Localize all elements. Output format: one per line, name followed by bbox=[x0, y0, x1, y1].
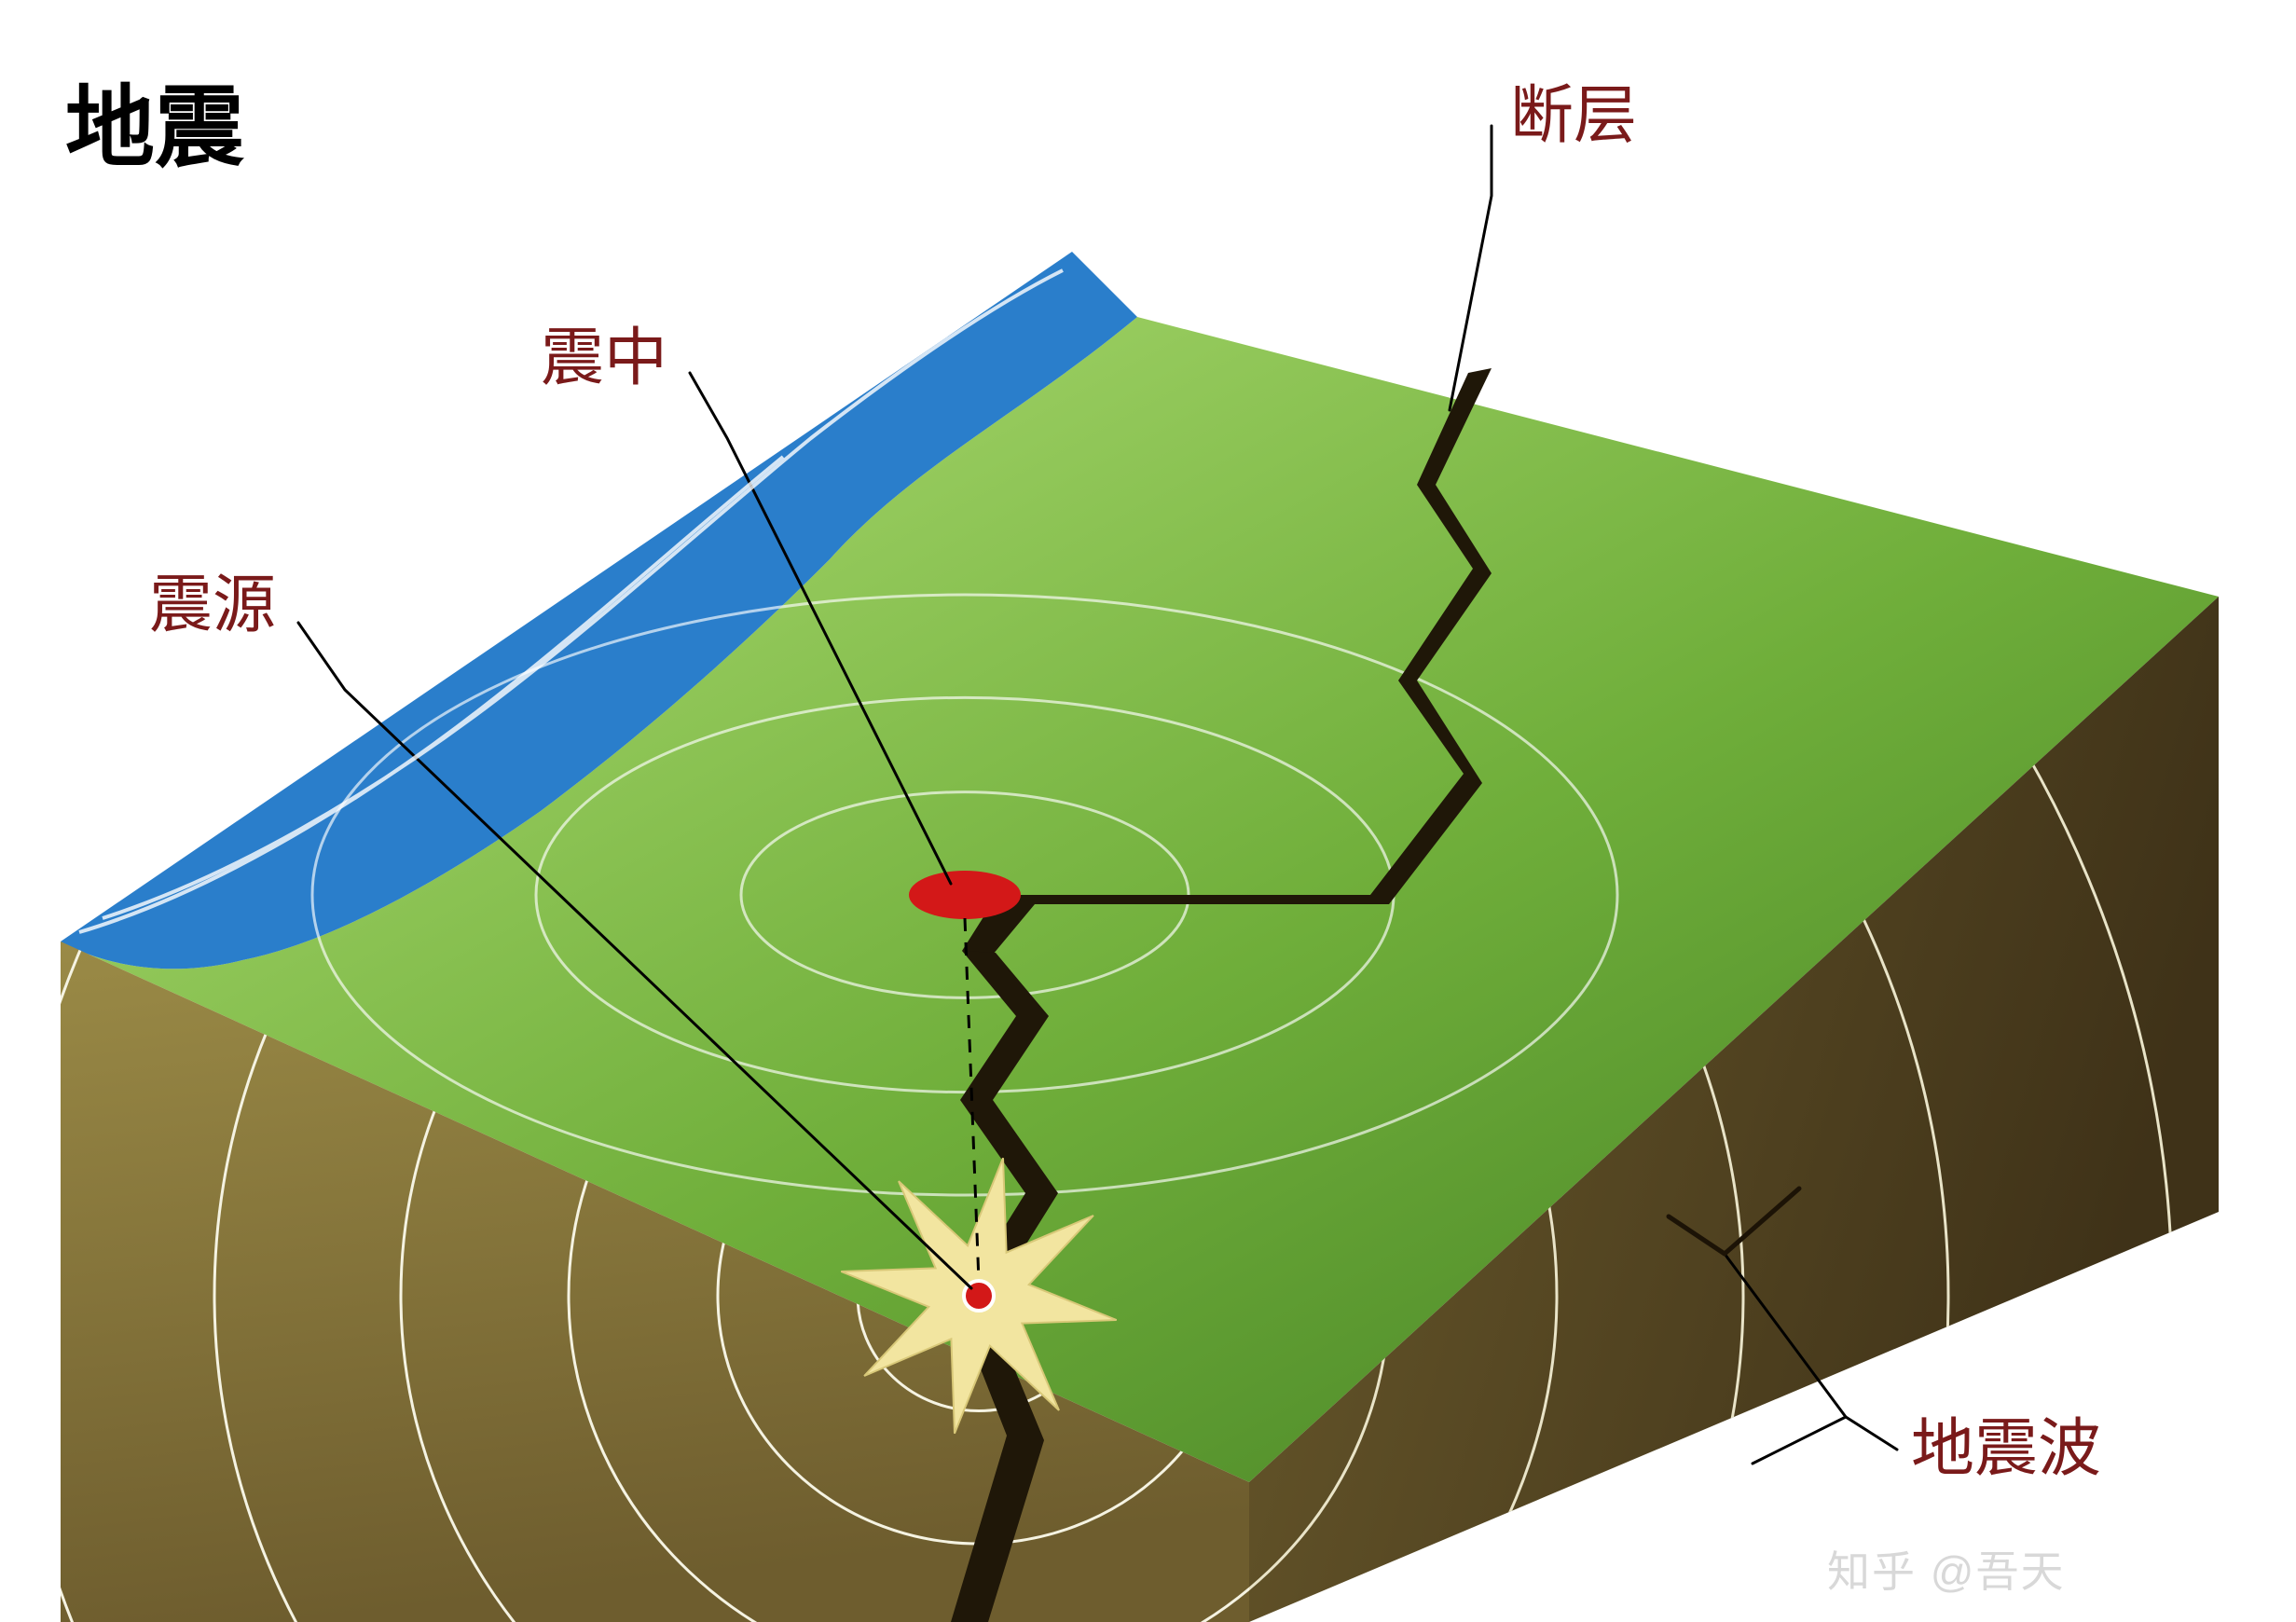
watermark-text: 知乎 @吾天 bbox=[1827, 1538, 2065, 1600]
label-epicenter: 震中 bbox=[541, 326, 667, 390]
label-fault: 断层 bbox=[1510, 84, 1637, 147]
label-hypocenter: 震源 bbox=[149, 573, 276, 637]
epicenter-marker bbox=[909, 871, 1021, 919]
label-seismic-wave: 地震波 bbox=[1911, 1417, 2101, 1480]
diagram-title: 地震 bbox=[65, 84, 244, 173]
earthquake-diagram-svg bbox=[0, 0, 2296, 1622]
diagram-stage: 地震 断层 震中 震源 地震波 知乎 @吾天 bbox=[0, 0, 2296, 1622]
